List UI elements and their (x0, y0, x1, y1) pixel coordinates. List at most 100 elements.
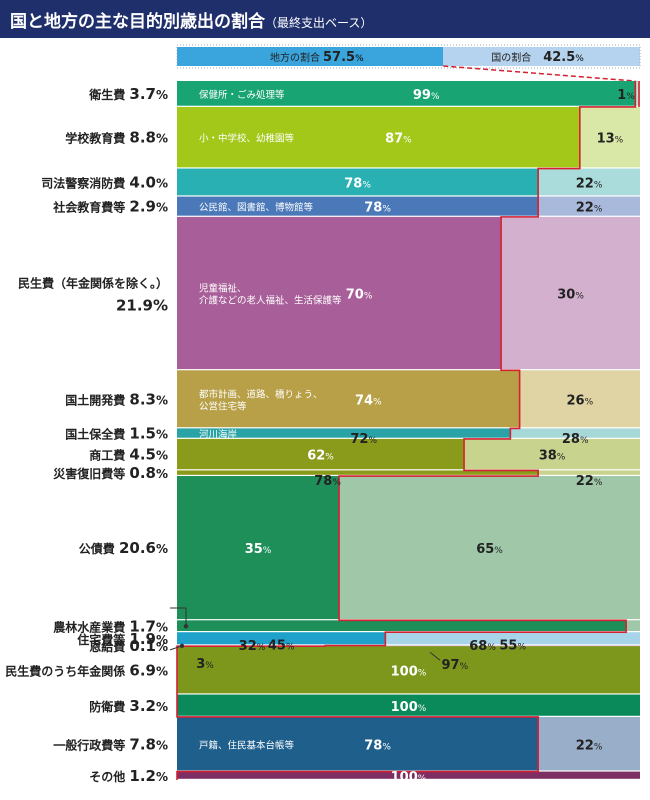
category-share-unit-2: % (156, 177, 168, 191)
row-8-national-pct: 22% (576, 474, 603, 489)
header-national-bar (443, 47, 640, 66)
row-15-note-0: 戸籍、住民基本台帳等 (199, 739, 295, 751)
leader-97 (429, 651, 441, 661)
row-4-national-segment (501, 216, 640, 370)
row-7-national-pct-unit: % (557, 453, 566, 463)
category-share-unit-16: % (156, 770, 168, 784)
row-13-national-pct: 100% (391, 664, 427, 679)
row-8-local-pct-value: 78 (314, 474, 332, 489)
category-share-2: 4.0 (129, 174, 156, 192)
leader-pension (169, 645, 183, 651)
category-share-8: 0.8 (129, 464, 156, 482)
row-5-national-segment (519, 370, 640, 428)
row-16-national-pct-value: 100 (391, 770, 418, 785)
category-label-1: 学校教育費 8.8% (65, 129, 168, 147)
category-share-10: 1.7 (129, 617, 156, 635)
row-3-local-pct-value: 78 (364, 201, 382, 216)
row-4-local-segment (177, 216, 502, 370)
row-1-local-segment (177, 106, 580, 168)
category-share-unit-8: % (156, 467, 168, 481)
category-share-5: 8.3 (129, 390, 156, 408)
row-15-local-pct-value: 78 (364, 738, 382, 753)
category-share-7: 4.5 (129, 446, 156, 464)
row-5-local-pct: 74% (355, 393, 382, 408)
row-10-local-segment (177, 620, 627, 632)
category-label-7: 商工費 4.5% (89, 446, 168, 464)
category-share-16: 1.2 (129, 767, 156, 785)
category-name-5: 国土開発費 (65, 392, 129, 407)
row-11-national-segment (385, 632, 640, 645)
row-10-national-pct: 3% (196, 657, 214, 672)
category-share-unit-6: % (156, 428, 168, 442)
row-3-note-0: 公民館、図書館、博物館等 (199, 202, 314, 214)
row-5-local-pct-value: 74 (355, 393, 373, 408)
row-0-local-pct-value: 99 (413, 88, 431, 103)
category-share-unit-10: % (156, 620, 168, 634)
row-14-national-pct-unit: % (418, 704, 427, 714)
row-3-national-pct-unit: % (594, 205, 603, 215)
category-label-13: 民生費のうち年金関係 6.9% (5, 661, 168, 679)
row-10-national-pct-value: 3 (196, 657, 205, 672)
category-label-4: 民生費（年金関係を除く。） (18, 276, 168, 291)
row-6-national-pct: 28% (562, 432, 589, 447)
header-local-label: 地方の割合 (270, 51, 320, 64)
row-9-national-pct: 65% (476, 542, 503, 557)
category-label-3: 社会教育費等 2.9% (52, 198, 168, 216)
row-9-national-pct-unit: % (494, 546, 503, 556)
row-4-national-pct-unit: % (575, 292, 584, 302)
category-name-8: 災害復旧費等 (53, 466, 129, 481)
category-share-unit-12: % (156, 640, 168, 654)
category-label-10: 農林水産業費 1.7% (53, 617, 168, 635)
row-10-local-pct: 97% (441, 658, 468, 673)
row-13-national-pct-unit: % (418, 668, 427, 678)
category-name-7: 商工費 (89, 448, 129, 463)
category-share-unit-9: % (156, 542, 168, 556)
chart-title: 国と地方の主な目的別歳出の割合（最終支出ベース） (10, 7, 372, 32)
category-share-15: 7.8 (129, 735, 156, 753)
row-15-national-pct-unit: % (594, 742, 603, 752)
header-national-pct: 42.5% (543, 50, 584, 65)
category-share-13: 6.9 (129, 661, 156, 679)
chart-subtitle: （最終支出ベース） (265, 16, 373, 30)
row-7-national-pct-value: 38 (539, 449, 557, 464)
local-national-boundary (176, 81, 637, 780)
row-15-national-pct: 22% (576, 738, 603, 753)
row-5-national-pct-unit: % (585, 397, 594, 407)
header-local-value: 57.5 (323, 50, 355, 65)
row-2-local-segment (177, 168, 539, 196)
row-4-national-pct-value: 30 (557, 288, 575, 303)
category-share-unit-0: % (156, 88, 168, 102)
row-9-local-pct-unit: % (263, 546, 272, 556)
row-2-national-pct-unit: % (594, 181, 603, 191)
header-national-value: 42.5 (543, 50, 575, 65)
row-0-national-pct: 1% (617, 88, 635, 103)
row-8-local-segment (177, 470, 539, 475)
row-8-local-pct: 78% (314, 474, 341, 489)
row-0-national-segment (635, 81, 640, 106)
category-share-unit-14: % (156, 700, 168, 714)
row-11-national-pct-value: 55 (499, 639, 517, 654)
row-4-note-0: 児童福祉、 (199, 283, 247, 295)
category-name-10: 農林水産業費 (53, 619, 129, 634)
category-share-unit-5: % (156, 393, 168, 407)
row-4-local-pct-value: 70 (346, 288, 364, 303)
row-14-national-segment (177, 694, 640, 716)
row-6-local-pct-value: 72 (350, 432, 368, 447)
row-11-local-pct-unit: % (286, 643, 295, 653)
row-0-local-pct-unit: % (431, 92, 440, 102)
row-1-national-segment (579, 106, 640, 168)
row-15-local-pct: 78% (364, 738, 391, 753)
row-4-note-1: 介護などの老人福祉、生活保護等 (199, 295, 342, 307)
row-7-local-pct: 62% (307, 449, 334, 464)
row-15-national-segment (538, 716, 640, 771)
row-5-note-0: 都市計画、道路、橋りょう、 (199, 388, 323, 400)
category-label-0: 衛生費 3.7% (88, 85, 168, 103)
row-12-national-pct: 68% (469, 639, 496, 654)
row-1-national-pct: 13% (597, 132, 624, 147)
category-name-2: 司法警察消防費 (41, 176, 129, 191)
row-7-national-pct: 38% (539, 449, 566, 464)
row-15-national-pct-value: 22 (576, 738, 594, 753)
header-national-unit: % (575, 54, 584, 64)
row-3-local-segment (177, 196, 539, 216)
row-2-national-pct-value: 22 (576, 177, 594, 192)
